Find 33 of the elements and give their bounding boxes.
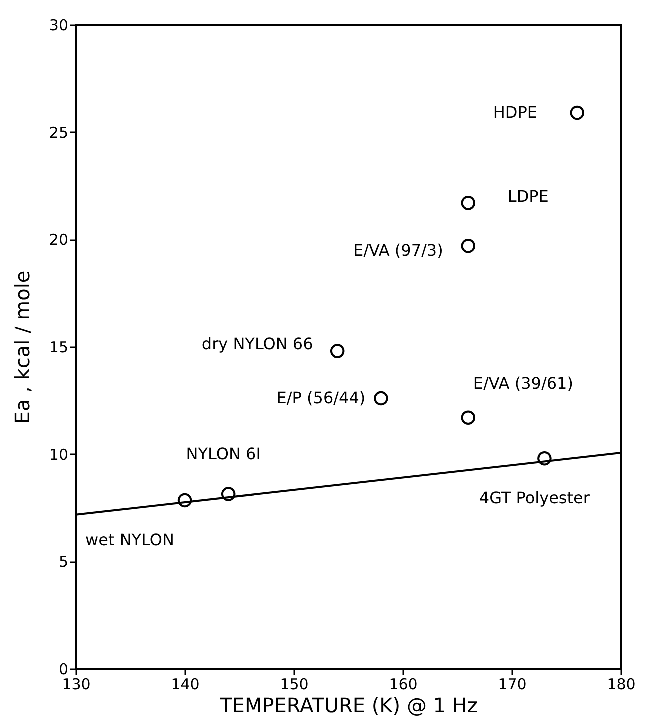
point (461, 238, 476, 254)
x-tick-label: 150 (280, 676, 309, 694)
annotation: LDPE (508, 187, 549, 206)
point (178, 493, 192, 508)
y-axis-title: Ea , kcal / mole (10, 270, 34, 424)
point (374, 391, 388, 406)
y-tick-label: 0 (58, 660, 68, 678)
x-axis-title: TEMPERATURE (K) @ 1 Hz (219, 694, 478, 718)
point (221, 487, 236, 502)
y-tick-label: 30 (49, 16, 68, 34)
x-tick-label: 130 (62, 676, 91, 694)
x-tick-label: 180 (607, 676, 636, 694)
x-tick-label: 160 (389, 676, 418, 694)
annotation: HDPE (493, 103, 538, 122)
y-tick-label: 10 (49, 446, 68, 464)
y-tick-label: 15 (49, 338, 68, 356)
point (461, 196, 476, 210)
annotation: NYLON 6I (186, 444, 261, 464)
x-tick-label: 140 (171, 676, 200, 694)
point (538, 452, 552, 466)
annotation: wet NYLON (86, 530, 174, 550)
x-tick-label: 170 (498, 676, 527, 694)
y-tick-label: 20 (49, 231, 68, 250)
y-tick-label: 5 (58, 553, 68, 572)
annotation: 4GT Polyester (479, 488, 590, 508)
annotation: E/VA (39/61) (473, 374, 574, 393)
point (330, 344, 345, 358)
annotation: E/VA (97/3) (353, 241, 444, 260)
point (461, 410, 476, 425)
annotation: dry NYLON 66 (202, 334, 314, 354)
annotation: E/P (56/44) (276, 388, 366, 408)
point (570, 106, 585, 120)
y-tick-label: 25 (49, 124, 68, 142)
